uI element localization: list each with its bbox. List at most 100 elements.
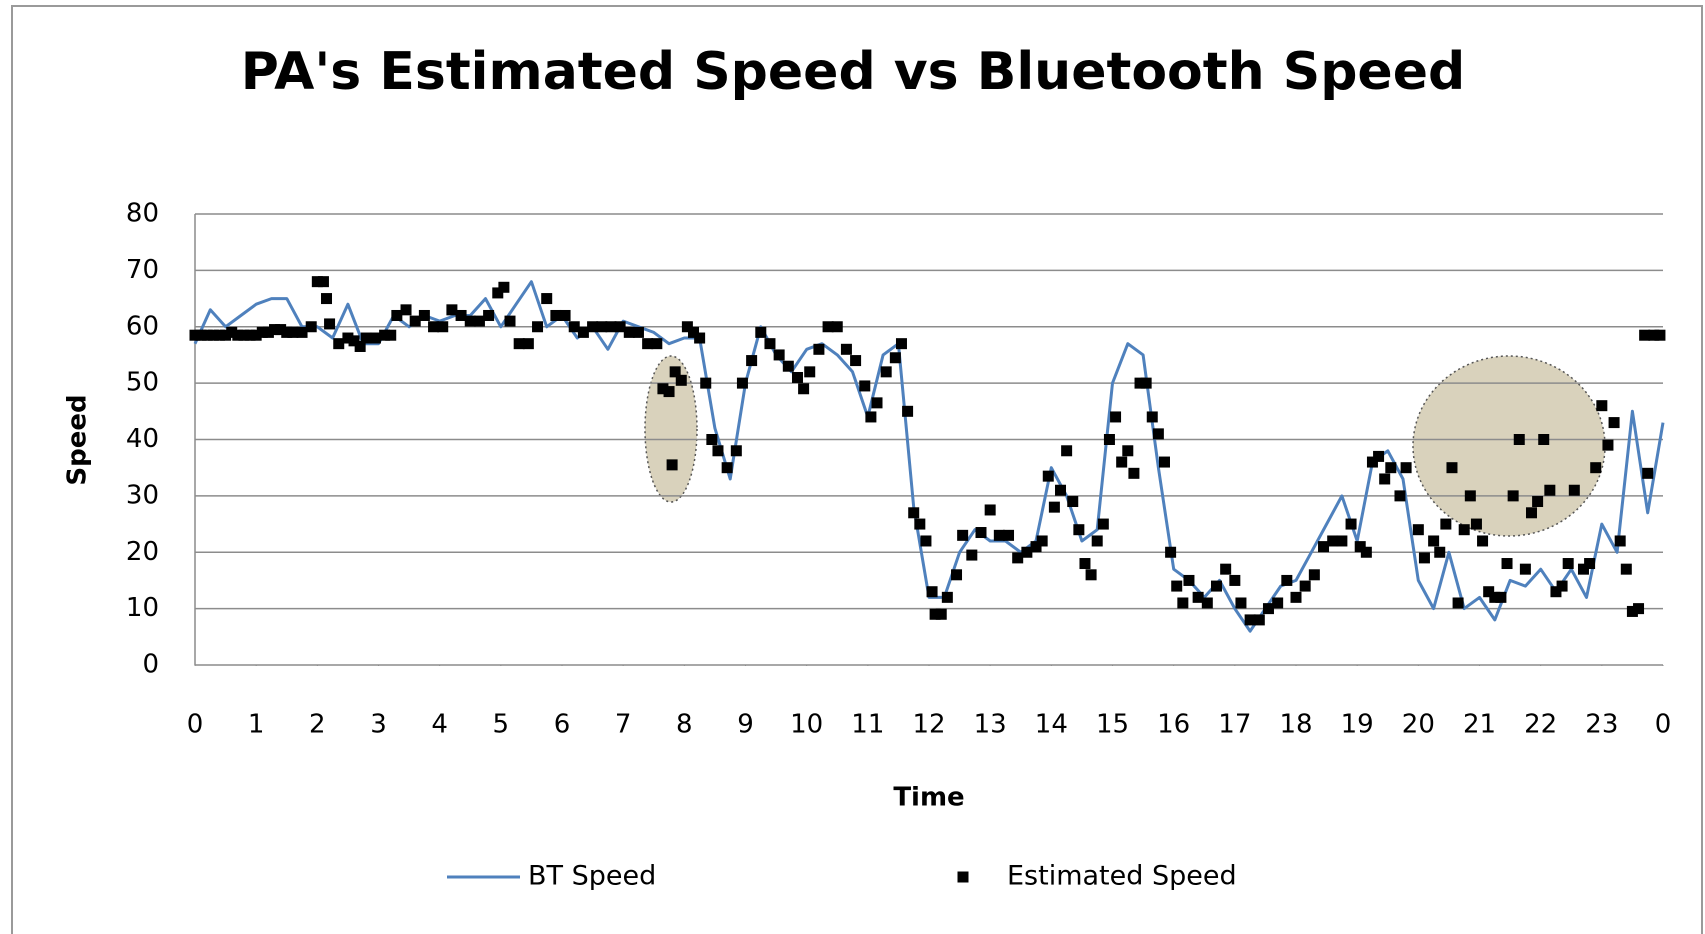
marker bbox=[360, 332, 372, 344]
marker bbox=[1003, 529, 1015, 541]
x-tick-label: 16 bbox=[1157, 710, 1190, 740]
marker bbox=[348, 335, 360, 347]
marker bbox=[804, 366, 816, 378]
legend: BT Speed Estimated Speed bbox=[447, 861, 1237, 892]
marker bbox=[1318, 541, 1330, 553]
x-tick-label: 19 bbox=[1341, 710, 1374, 740]
marker bbox=[428, 321, 440, 333]
x-tick-label: 13 bbox=[974, 710, 1007, 740]
x-tick-label: 9 bbox=[737, 710, 754, 740]
marker bbox=[623, 326, 635, 338]
marker bbox=[1434, 546, 1446, 558]
marker bbox=[559, 309, 571, 321]
x-tick-label: 11 bbox=[851, 710, 884, 740]
marker bbox=[1235, 597, 1247, 609]
marker bbox=[1483, 586, 1495, 598]
x-tick-label: 17 bbox=[1218, 710, 1251, 740]
marker bbox=[492, 287, 504, 299]
marker bbox=[1079, 558, 1091, 570]
marker bbox=[966, 549, 978, 561]
legend-label: BT Speed bbox=[528, 861, 656, 892]
marker bbox=[1440, 518, 1452, 530]
marker bbox=[409, 315, 421, 327]
marker bbox=[1158, 456, 1170, 468]
x-tick-label: 0 bbox=[187, 710, 204, 740]
marker bbox=[296, 326, 308, 338]
marker bbox=[1544, 484, 1556, 496]
marker bbox=[1210, 580, 1222, 592]
marker bbox=[1562, 558, 1574, 570]
marker bbox=[1146, 411, 1158, 423]
marker bbox=[1171, 580, 1183, 592]
marker bbox=[1489, 591, 1501, 603]
marker bbox=[1336, 535, 1348, 547]
marker bbox=[1097, 518, 1109, 530]
marker bbox=[213, 329, 225, 341]
marker bbox=[1495, 591, 1507, 603]
x-tick-label: 8 bbox=[676, 710, 693, 740]
marker bbox=[871, 397, 883, 409]
y-tick-label: 50 bbox=[126, 368, 159, 398]
marker bbox=[1220, 563, 1232, 575]
marker bbox=[957, 529, 969, 541]
marker bbox=[1128, 467, 1140, 479]
marker bbox=[1507, 490, 1519, 502]
marker bbox=[418, 309, 430, 321]
marker bbox=[1639, 329, 1651, 341]
marker bbox=[1042, 470, 1054, 482]
marker bbox=[920, 535, 932, 547]
x-axis-title: Time bbox=[893, 783, 964, 813]
marker bbox=[984, 504, 996, 516]
marker bbox=[232, 329, 244, 341]
x-tick-label: 18 bbox=[1279, 710, 1312, 740]
marker bbox=[1620, 563, 1632, 575]
marker bbox=[317, 276, 329, 288]
marker bbox=[1140, 377, 1152, 389]
marker bbox=[813, 343, 825, 355]
marker bbox=[681, 321, 693, 333]
marker bbox=[1556, 580, 1568, 592]
marker bbox=[941, 591, 953, 603]
marker bbox=[1400, 462, 1412, 474]
marker bbox=[321, 293, 333, 305]
marker bbox=[541, 293, 553, 305]
marker bbox=[675, 374, 687, 386]
marker bbox=[577, 326, 589, 338]
marker bbox=[522, 338, 534, 350]
marker bbox=[275, 324, 287, 336]
marker bbox=[1464, 490, 1476, 502]
marker bbox=[455, 309, 467, 321]
y-tick-label: 10 bbox=[126, 593, 159, 623]
x-tick-label: 2 bbox=[309, 710, 326, 740]
x-tick-label: 23 bbox=[1585, 710, 1618, 740]
marker bbox=[694, 332, 706, 344]
marker bbox=[736, 377, 748, 389]
marker bbox=[669, 366, 681, 378]
marker bbox=[1452, 597, 1464, 609]
marker bbox=[305, 321, 317, 333]
chart-title: PA's Estimated Speed vs Bluetooth Speed bbox=[241, 42, 1465, 102]
marker bbox=[391, 309, 403, 321]
marker bbox=[220, 329, 232, 341]
marker bbox=[464, 315, 476, 327]
marker bbox=[1633, 603, 1645, 615]
marker bbox=[895, 338, 907, 350]
marker bbox=[311, 276, 323, 288]
marker bbox=[1177, 597, 1189, 609]
marker bbox=[1281, 574, 1293, 586]
marker bbox=[902, 405, 914, 417]
marker bbox=[483, 309, 495, 321]
marker bbox=[1103, 434, 1115, 445]
marker bbox=[1030, 541, 1042, 553]
marker bbox=[730, 445, 742, 457]
marker bbox=[587, 321, 599, 333]
marker bbox=[513, 338, 525, 350]
y-tick-label: 40 bbox=[126, 424, 159, 454]
marker bbox=[1055, 484, 1067, 496]
x-tick-label: 5 bbox=[493, 710, 510, 740]
marker bbox=[1470, 518, 1482, 530]
marker bbox=[798, 383, 810, 395]
marker bbox=[712, 445, 724, 457]
marker bbox=[324, 318, 336, 330]
